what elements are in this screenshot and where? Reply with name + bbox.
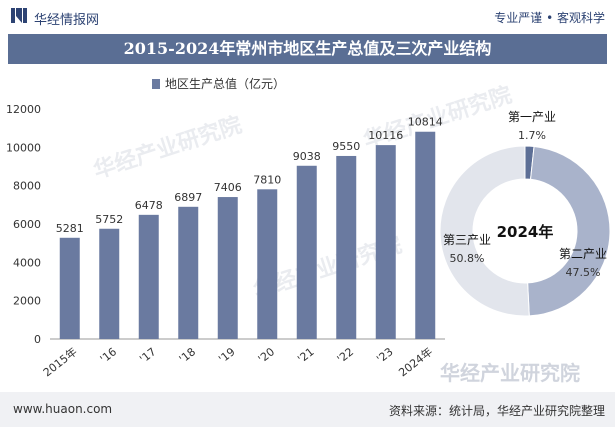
bar (336, 155, 357, 339)
bar-value-label: 9550 (332, 140, 360, 153)
bar (138, 214, 159, 339)
bar (59, 237, 80, 339)
bar-value-label: 5752 (95, 213, 123, 226)
bar-value-label: 9038 (293, 150, 321, 163)
y-tick-label: 12000 (6, 103, 41, 116)
x-tick-label: '17 (137, 345, 158, 366)
bar (99, 228, 120, 339)
top-bar: 华经情报网 专业严谨 • 客观科学 (0, 0, 615, 34)
donut-slice-label: 第一产业 (508, 110, 556, 124)
y-tick-label: 8000 (13, 180, 41, 193)
donut-slice (439, 145, 530, 317)
bar-value-label: 7406 (214, 181, 242, 194)
donut-center-label: 2024年 (497, 223, 554, 241)
title-bar: 2015-2024年常州市地区生产总值及三次产业结构 (8, 34, 607, 64)
chart-title: 2015-2024年常州市地区生产总值及三次产业结构 (123, 39, 492, 58)
bar-value-label: 10814 (408, 116, 443, 129)
x-tick-label: 2015年 (40, 344, 79, 379)
bar-legend: 地区生产总值（亿元） (152, 75, 285, 92)
x-tick-label: '20 (256, 345, 277, 366)
donut-slice-value: 47.5% (566, 266, 601, 279)
bar-value-label: 10116 (368, 129, 403, 142)
x-tick-label: '21 (295, 345, 316, 366)
x-tick-label: '23 (374, 345, 395, 366)
bar (415, 131, 436, 339)
bar (375, 145, 396, 339)
bar (217, 197, 238, 339)
donut-slice-value: 1.7% (518, 129, 546, 142)
y-tick-label: 6000 (13, 218, 41, 231)
brand-name: 华经情报网 (34, 13, 100, 28)
chart-canvas: 0 2000 4000 6000 8000 10000 12000 5281 2015年 5752… (6, 103, 611, 379)
x-tick-label: '16 (98, 345, 119, 366)
bar-value-label: 6478 (135, 199, 163, 212)
donut-slice-value: 50.8% (450, 252, 485, 265)
bar-value-label: 6897 (174, 191, 202, 204)
legend-swatch (152, 79, 160, 89)
y-tick-label: 0 (34, 333, 41, 346)
x-tick-label: '22 (335, 345, 356, 366)
donut-slice-label: 第二产业 (559, 247, 607, 261)
y-tick-label: 4000 (13, 256, 41, 269)
bar (296, 165, 317, 339)
brand-logo-icon (11, 8, 27, 23)
brand-slogan: 专业严谨 • 客观科学 (494, 11, 605, 25)
x-tick-label: '18 (177, 345, 198, 366)
x-tick-label: '19 (216, 345, 237, 366)
bar (178, 206, 199, 339)
donut-slice (527, 145, 611, 317)
bar-value-label: 7810 (253, 173, 281, 186)
footer-site: www.huaon.com (13, 402, 113, 416)
footer-source: 资料来源：统计局，华经产业研究院整理 (388, 404, 605, 418)
bar (257, 189, 278, 339)
bar-value-label: 5281 (56, 222, 84, 235)
watermark-logo-text: 华经产业研究院 (440, 361, 580, 385)
y-tick-label: 2000 (13, 295, 41, 308)
donut-slice-label: 第三产业 (443, 233, 491, 247)
x-tick-label: 2024年 (396, 344, 435, 379)
y-tick-label: 10000 (6, 141, 41, 154)
legend-label: 地区生产总值（亿元） (165, 77, 286, 91)
footer-bar: www.huaon.com 资料来源：统计局，华经产业研究院整理 (0, 392, 615, 427)
